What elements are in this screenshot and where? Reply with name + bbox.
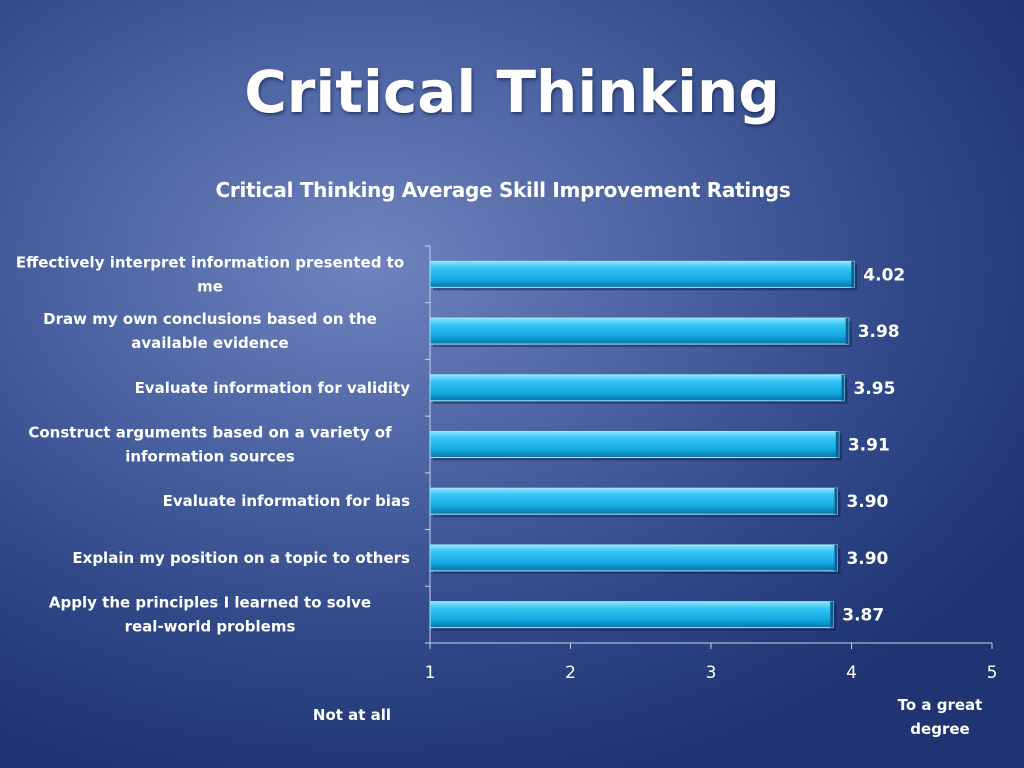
- bar-end: [834, 544, 838, 571]
- bar: [429, 601, 834, 629]
- value-label: 3.90: [846, 492, 888, 512]
- bar: [429, 317, 850, 345]
- x-tick-label: 3: [706, 663, 717, 683]
- category-label: Explain my position on a topic to others: [72, 549, 410, 567]
- value-label: 4.02: [863, 265, 905, 285]
- chart-labels: 1 2 3 4 5 4.02 Effectively interpret informati…: [16, 253, 998, 738]
- x-tick-label: 4: [846, 663, 857, 683]
- bar: [429, 487, 838, 515]
- bar-end: [835, 431, 839, 458]
- category-label: Effectively interpret information presen…: [16, 253, 404, 295]
- value-label: 3.98: [858, 322, 900, 342]
- value-label: 3.90: [846, 549, 888, 569]
- bar: [429, 544, 838, 572]
- x-tick-label: 2: [565, 663, 576, 683]
- bar: [429, 260, 855, 288]
- category-label: Apply the principles I learned to solve r…: [49, 594, 371, 636]
- scale-high-label: To a great degree: [898, 696, 983, 738]
- category-label: Evaluate information for validity: [135, 379, 411, 397]
- bar-end: [851, 261, 855, 288]
- value-label: 3.91: [848, 436, 890, 456]
- bar: [429, 374, 845, 402]
- chart-title: Critical Thinking Average Skill Improvem…: [215, 178, 791, 202]
- x-tick-label: 5: [987, 663, 998, 683]
- bar: [429, 431, 840, 458]
- value-label: 3.95: [853, 379, 895, 399]
- category-label: Draw my own conclusions based on the avai…: [43, 310, 377, 352]
- category-label: Construct arguments based on a variety o…: [28, 424, 392, 466]
- scale-low-label: Not at all: [313, 706, 391, 724]
- x-tick-label: 1: [425, 663, 436, 683]
- category-label: Evaluate information for bias: [163, 492, 410, 510]
- slide-title: Critical Thinking: [244, 58, 780, 126]
- bar-end: [834, 488, 838, 515]
- value-label: 3.87: [842, 606, 884, 626]
- bar-series: [429, 260, 858, 631]
- bar-end: [830, 601, 834, 628]
- bar-end: [841, 374, 845, 401]
- bar-end: [845, 318, 849, 345]
